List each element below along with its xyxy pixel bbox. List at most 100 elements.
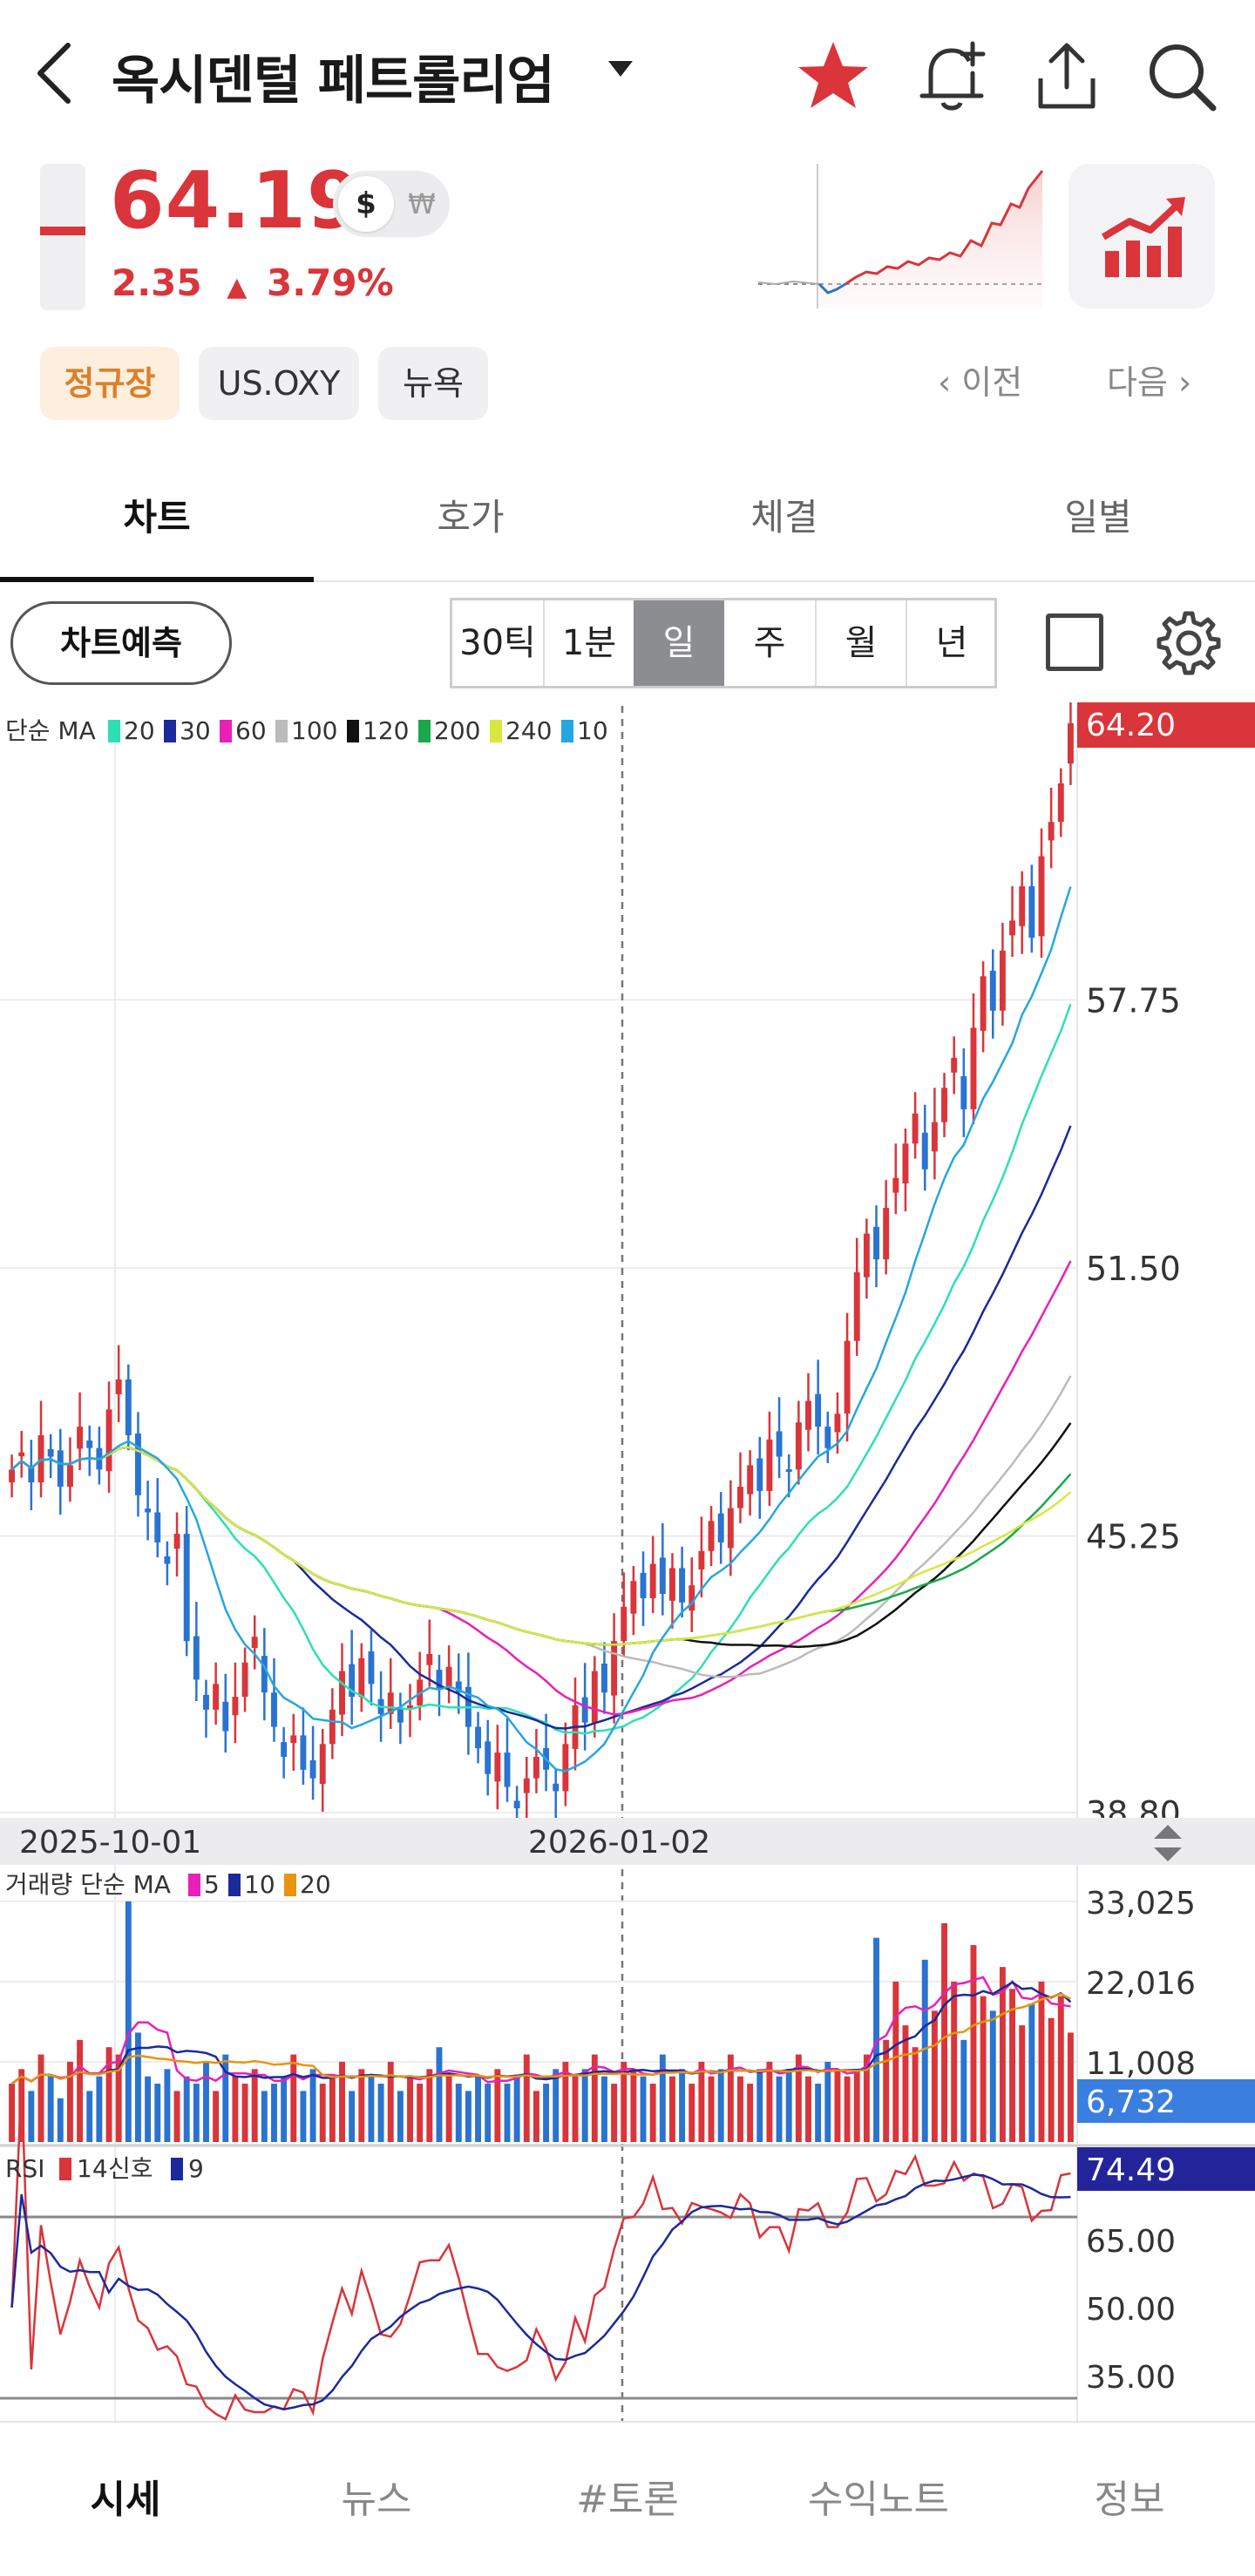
currency-usd[interactable]: $ xyxy=(338,176,394,232)
chart-predict-button[interactable]: 차트예측 xyxy=(10,601,232,685)
tab-orderbook[interactable]: 호가 xyxy=(437,496,505,539)
exchange-chip[interactable]: 뉴욕 xyxy=(378,347,488,420)
volume-bar xyxy=(776,2076,783,2142)
candle-body xyxy=(912,1113,919,1144)
price-range-bar xyxy=(40,164,85,310)
volume-bar xyxy=(611,2084,618,2142)
nav-profit-note[interactable]: 수익노트 xyxy=(808,2478,949,2522)
candle-body xyxy=(669,1568,675,1601)
volume-bar xyxy=(853,2069,860,2142)
stock-title[interactable]: 옥시덴털 페트롤리엄 xyxy=(112,51,555,112)
nav-news[interactable]: 뉴스 xyxy=(341,2478,412,2522)
volume-bar xyxy=(232,2076,239,2142)
volume-legend-label: 10 xyxy=(244,1870,275,1899)
search-icon[interactable] xyxy=(1140,35,1224,119)
volume-bar xyxy=(319,2084,326,2142)
candle-body xyxy=(591,1671,598,1723)
ma-legend-label: 10 xyxy=(577,716,608,745)
volume-bar xyxy=(543,2084,550,2142)
gear-icon[interactable] xyxy=(1154,608,1224,678)
volume-bar xyxy=(873,1937,879,2142)
candle-body xyxy=(232,1697,239,1716)
candle-body xyxy=(426,1653,433,1665)
candle-body xyxy=(125,1379,132,1435)
volume-bar xyxy=(368,2076,375,2142)
candle-body xyxy=(251,1637,258,1649)
volume-legend-prefix: 거래량 단순 MA xyxy=(5,1870,171,1899)
top-header: 옥시덴털 페트롤리엄 xyxy=(0,0,1255,148)
period-day[interactable]: 일 xyxy=(634,600,724,686)
candle-body xyxy=(339,1671,345,1715)
volume-bar xyxy=(290,2054,297,2142)
next-button[interactable]: 다음 › xyxy=(1107,363,1192,402)
volume-bar xyxy=(669,2076,675,2142)
volume-bar xyxy=(77,2039,84,2142)
volume-bar xyxy=(640,2076,647,2142)
star-icon[interactable] xyxy=(791,35,875,119)
candle-body xyxy=(600,1663,607,1693)
nav-quote[interactable]: 시세 xyxy=(90,2478,161,2522)
candle-body xyxy=(9,1469,16,1483)
ticker-chip[interactable]: US.OXY xyxy=(199,347,359,420)
period-30tick[interactable]: 30틱 xyxy=(459,623,536,663)
candle-body xyxy=(815,1393,822,1427)
candle-body xyxy=(989,970,996,1011)
volume-bar xyxy=(1038,1981,1045,2142)
bell-plus-icon[interactable] xyxy=(910,35,994,119)
prev-button[interactable]: ‹ 이전 xyxy=(938,363,1023,402)
volume-bar xyxy=(397,2091,404,2142)
tab-trades[interactable]: 체결 xyxy=(750,496,818,539)
candle-body xyxy=(766,1439,773,1491)
chart-mode-button[interactable] xyxy=(1068,164,1215,308)
candle-body xyxy=(941,1088,947,1122)
candle-body xyxy=(1067,723,1074,764)
title-dropdown-icon[interactable] xyxy=(608,61,633,77)
volume-bar xyxy=(37,2054,44,2142)
currency-krw[interactable]: ₩ xyxy=(408,187,436,220)
currency-toggle[interactable]: $ ₩ xyxy=(333,171,450,237)
volume-bar xyxy=(834,2069,841,2142)
bottom-nav: 시세 뉴스 #토론 수익노트 정보 xyxy=(0,2421,1255,2576)
candle-body xyxy=(203,1694,209,1710)
nav-discussion[interactable]: #토론 xyxy=(576,2478,679,2522)
candle-body xyxy=(66,1465,73,1487)
ma-legend-label: 30 xyxy=(180,716,211,745)
candle-body xyxy=(222,1701,229,1732)
fullscreen-icon[interactable] xyxy=(1046,613,1103,671)
volume-bar xyxy=(309,2069,316,2142)
rsi-signal-swatch xyxy=(171,2158,183,2180)
period-month[interactable]: 월 xyxy=(815,600,906,686)
share-icon[interactable] xyxy=(1025,35,1109,119)
mini-sparkline-chart[interactable] xyxy=(758,162,1046,310)
candle-body xyxy=(562,1744,569,1792)
volume-bar xyxy=(824,2061,831,2142)
bar-chart-up-icon xyxy=(1101,197,1185,277)
volume-bar xyxy=(766,2061,773,2142)
volume-bar xyxy=(1028,2003,1035,2142)
candle-body xyxy=(349,1664,356,1698)
candle-body xyxy=(795,1422,802,1470)
volume-bar xyxy=(407,2076,413,2142)
session-chip[interactable]: 정규장 xyxy=(40,347,180,420)
back-icon[interactable] xyxy=(30,38,82,108)
candle-body xyxy=(776,1431,783,1457)
candle-body xyxy=(115,1379,122,1394)
period-1min[interactable]: 1분 xyxy=(543,600,634,686)
volume-bar xyxy=(989,2010,996,2142)
period-week[interactable]: 주 xyxy=(753,623,786,663)
period-year[interactable]: 년 xyxy=(906,600,996,686)
tab-daily[interactable]: 일별 xyxy=(1064,496,1132,539)
candle-body xyxy=(397,1707,404,1723)
volume-bar xyxy=(689,2084,695,2142)
candle-body xyxy=(756,1458,763,1491)
volume-bar xyxy=(251,2069,258,2142)
rsi-last-tag xyxy=(1077,2147,1255,2191)
candle-body xyxy=(213,1684,220,1710)
last-price-label: 64.20 xyxy=(1086,708,1176,743)
tab-chart[interactable]: 차트 xyxy=(123,496,191,539)
volume-bar xyxy=(902,2025,909,2142)
candle-body xyxy=(28,1468,35,1483)
rsi-tick-label: 50.00 xyxy=(1086,2292,1176,2328)
nav-info[interactable]: 정보 xyxy=(1094,2478,1165,2522)
